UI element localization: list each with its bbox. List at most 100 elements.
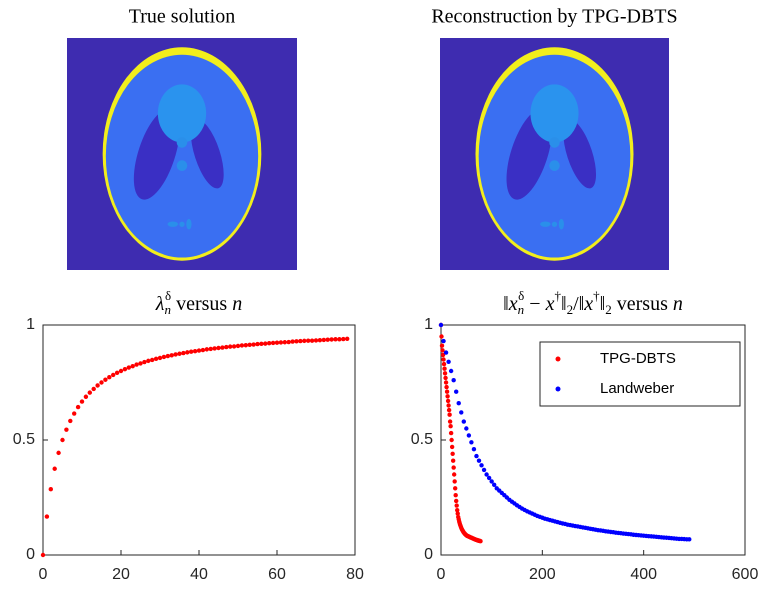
data-point xyxy=(439,334,444,339)
data-point xyxy=(79,399,85,404)
data-point xyxy=(454,503,459,508)
phantom-region xyxy=(179,221,185,227)
data-point xyxy=(255,341,260,347)
title-part: † xyxy=(554,288,561,303)
data-point xyxy=(274,340,280,345)
data-point xyxy=(282,340,287,345)
data-point xyxy=(451,472,457,477)
data-point xyxy=(459,410,464,415)
data-point xyxy=(278,340,284,345)
data-point xyxy=(87,390,93,395)
data-point xyxy=(48,487,53,492)
phantom-region xyxy=(157,84,207,143)
data-point xyxy=(443,380,449,385)
data-point xyxy=(440,348,445,353)
data-point xyxy=(153,356,159,362)
data-point xyxy=(333,337,338,342)
x-tick-label: 0 xyxy=(437,566,446,583)
data-point xyxy=(439,343,445,348)
data-point xyxy=(441,357,446,362)
data-point xyxy=(440,352,446,358)
legend-marker xyxy=(555,386,561,392)
data-point xyxy=(220,345,225,350)
data-point xyxy=(286,339,291,345)
y-tick-label: 0 xyxy=(26,546,35,563)
data-point xyxy=(455,511,460,516)
data-point xyxy=(181,350,186,356)
data-point xyxy=(448,424,453,429)
data-point xyxy=(99,380,104,385)
y-tick-label: 1 xyxy=(424,316,433,333)
data-point xyxy=(445,394,450,399)
data-point xyxy=(471,447,477,452)
title-part: ‖ xyxy=(561,293,567,315)
phantom-region xyxy=(190,119,224,189)
data-point xyxy=(52,466,57,471)
data-point xyxy=(165,353,170,359)
title-part: ‖ xyxy=(503,293,509,315)
data-point xyxy=(325,337,330,342)
phantom-region xyxy=(186,218,192,230)
x-tick-label: 400 xyxy=(630,566,657,583)
data-point xyxy=(114,370,120,376)
data-point xyxy=(476,458,482,463)
title-part: n xyxy=(232,293,242,315)
title-part: versus xyxy=(612,293,673,315)
data-point xyxy=(130,363,135,369)
data-point xyxy=(107,375,112,380)
phantom-region xyxy=(167,221,179,227)
data-point xyxy=(270,340,276,346)
data-point xyxy=(75,404,81,410)
data-point xyxy=(95,383,100,388)
data-point xyxy=(64,427,69,432)
data-point xyxy=(447,412,452,417)
title-part: versus xyxy=(171,293,232,315)
data-point xyxy=(122,366,128,372)
x-tick-label: 20 xyxy=(112,566,130,583)
data-point xyxy=(445,398,451,404)
data-point xyxy=(306,338,311,343)
legend-label: Landweber xyxy=(600,380,674,397)
data-point xyxy=(442,371,448,376)
title-part: x xyxy=(545,293,555,315)
data-point xyxy=(442,366,447,371)
data-point xyxy=(464,426,469,431)
data-point xyxy=(294,339,299,344)
legend-box xyxy=(539,341,741,407)
data-point xyxy=(146,358,151,364)
data-point xyxy=(243,343,248,348)
title-part: δ xyxy=(518,288,524,303)
data-point xyxy=(290,339,295,344)
data-point xyxy=(216,345,221,351)
data-point xyxy=(309,338,315,343)
phantom-image xyxy=(440,38,669,270)
title-part: n xyxy=(673,293,683,315)
data-point xyxy=(200,347,206,353)
data-point xyxy=(441,361,447,367)
phantom-region xyxy=(563,119,597,189)
title-part: δ xyxy=(165,288,171,303)
data-point xyxy=(126,365,131,370)
data-point xyxy=(196,348,202,353)
data-point xyxy=(469,440,474,445)
data-point xyxy=(479,463,484,468)
data-point xyxy=(150,357,155,363)
data-point xyxy=(142,359,147,365)
title-part: x xyxy=(508,293,518,315)
title-part: x xyxy=(583,293,593,315)
data-point xyxy=(454,498,459,504)
data-point xyxy=(103,377,108,382)
data-point xyxy=(208,346,213,352)
data-point xyxy=(91,386,96,392)
data-point xyxy=(317,337,323,343)
data-point xyxy=(448,430,454,436)
data-point xyxy=(247,342,252,347)
phantom-region xyxy=(478,54,631,258)
title-part: /‖ xyxy=(573,293,584,315)
data-point xyxy=(438,322,444,328)
data-point xyxy=(169,353,174,358)
x-tick-label: 60 xyxy=(268,566,286,583)
data-point xyxy=(441,338,446,344)
phantom-region xyxy=(176,160,188,171)
